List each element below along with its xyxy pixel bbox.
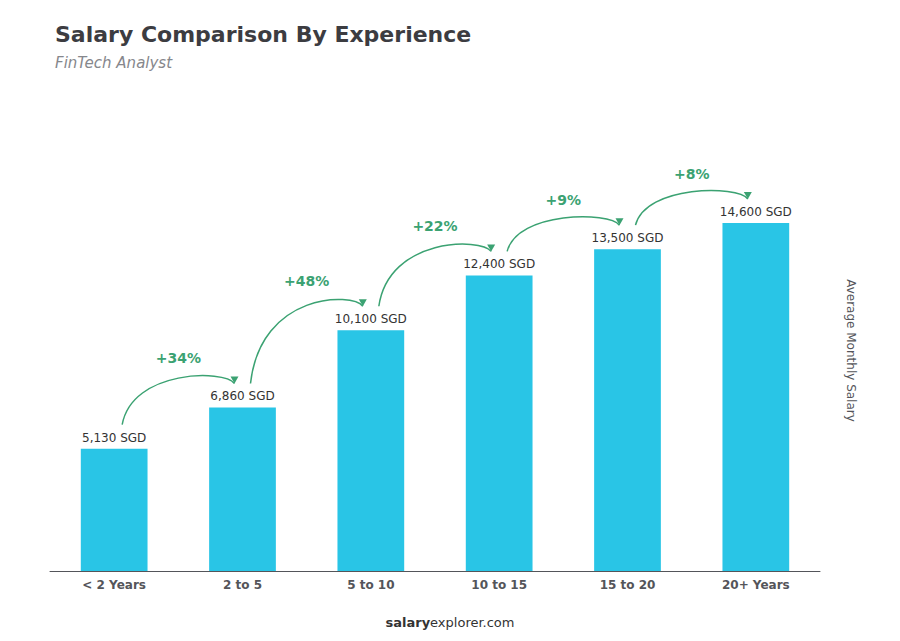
svg-text:< 2 Years: < 2 Years bbox=[82, 578, 146, 592]
svg-text:2 to 5: 2 to 5 bbox=[223, 578, 262, 592]
svg-text:+34%: +34% bbox=[156, 350, 201, 366]
svg-text:6,860 SGD: 6,860 SGD bbox=[210, 389, 274, 403]
svg-text:10 to 15: 10 to 15 bbox=[471, 578, 527, 592]
svg-text:+48%: +48% bbox=[284, 273, 329, 289]
svg-text:5,130 SGD: 5,130 SGD bbox=[82, 431, 146, 445]
svg-text:12,400 SGD: 12,400 SGD bbox=[463, 257, 535, 271]
svg-text:+9%: +9% bbox=[546, 192, 582, 208]
svg-text:13,500 SGD: 13,500 SGD bbox=[592, 231, 664, 245]
svg-text:Salary Comparison By Experienc: Salary Comparison By Experience bbox=[55, 22, 471, 47]
svg-text:explorer.com: explorer.com bbox=[430, 615, 514, 630]
svg-text:+8%: +8% bbox=[674, 166, 710, 182]
svg-text:15 to 20: 15 to 20 bbox=[600, 578, 656, 592]
svg-text:5 to 10: 5 to 10 bbox=[347, 578, 394, 592]
svg-text:Average Monthly Salary: Average Monthly Salary bbox=[844, 279, 858, 422]
svg-text:20+ Years: 20+ Years bbox=[722, 578, 790, 592]
svg-text:10,100 SGD: 10,100 SGD bbox=[335, 312, 407, 326]
svg-text:salary: salary bbox=[385, 615, 430, 630]
svg-text:14,600 SGD: 14,600 SGD bbox=[720, 205, 792, 219]
svg-text:+22%: +22% bbox=[412, 218, 457, 234]
svg-text:FinTech Analyst: FinTech Analyst bbox=[55, 54, 173, 72]
